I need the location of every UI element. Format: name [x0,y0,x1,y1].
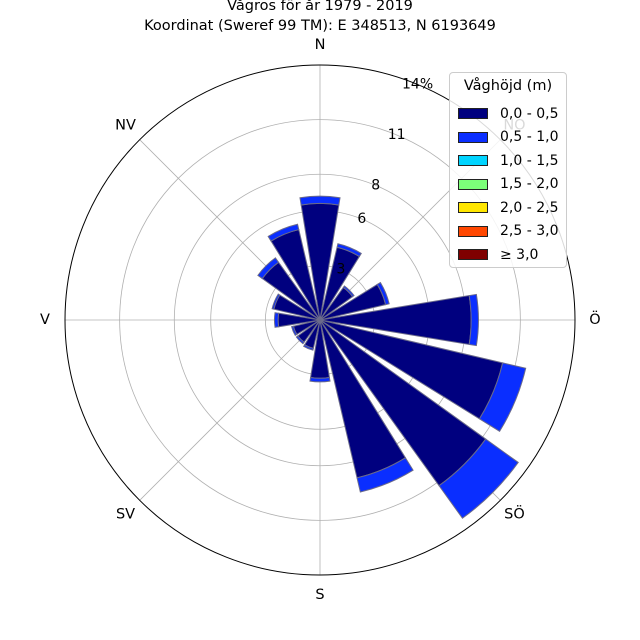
legend-entry: 2,0 - 2,5 [458,199,558,216]
rose-bar-segment [302,344,314,351]
legend: Våghöjd (m) 0,0 - 0,5 0,5 - 1,0 1,0 - 1,5 1… [449,72,567,268]
radial-tick-label: 3 [336,262,345,278]
rose-bar-segment [295,335,305,345]
legend-label: 2,5 - 3,0 [500,223,559,239]
legend-swatch [458,178,488,190]
radial-tick-label: 6 [357,211,366,227]
legend-label: ≥ 3,0 [500,246,539,263]
direction-label: N [315,37,326,53]
direction-label: SV [116,506,135,522]
chart-subtitle: Koordinat (Sweref 99 TM): E 348513, N 61… [144,18,496,34]
direction-label: NV [115,118,136,134]
rose-bars [257,195,527,519]
rose-bar-segment [309,376,331,383]
direction-label: S [315,587,324,603]
rose-bar-segment [438,438,519,519]
grid-spoke [139,319,321,501]
direction-label: SÖ [504,504,525,522]
rose-bar-segment [342,285,355,298]
rose-bar-segment [271,293,281,310]
direction-label: Ö [589,310,600,328]
legend-entry: 1,5 - 2,0 [458,176,558,193]
legend-swatch [458,108,488,119]
chart-title: Vågros för år 1979 - 2019 [227,0,413,14]
radial-tick-label: 14% [402,76,433,92]
polar-frame [64,64,576,576]
rose-bar-segment [468,293,479,347]
rose-bar-segment [376,281,390,306]
radial-tick-label: 11 [388,127,406,143]
legend-entry: 1,0 - 1,5 [458,152,558,169]
legend-swatch [458,225,488,237]
legend-swatch [458,155,488,166]
legend-swatch [458,131,488,143]
rose-bar-segment [267,223,300,242]
rose-bar-segment [336,243,362,258]
legend-entry: 0,5 - 1,0 [458,129,558,146]
rose-bar-segment [356,457,414,493]
rose-bar-segment [257,257,280,280]
radial-tick-label: 8 [371,177,380,193]
rose-bar-segment [299,195,341,206]
legend-entry: ≥ 3,0 [458,246,538,263]
legend-label: 1,0 - 1,5 [500,152,559,169]
rose-bar-segment [273,312,280,328]
legend-entry: 0,0 - 0,5 [458,105,558,122]
legend-swatch [458,249,488,260]
legend-entry: 2,5 - 3,0 [458,223,558,240]
rose-bar-segment [478,362,527,433]
legend-swatch [458,202,488,213]
legend-title: Våghöjd (m) [463,78,553,94]
legend-label: 0,0 - 0,5 [500,105,559,122]
direction-label: V [40,312,50,328]
legend-label: 0,5 - 1,0 [500,129,559,145]
rose-bar-segment [291,325,298,337]
legend-label: 1,5 - 2,0 [500,176,559,192]
legend-label: 2,0 - 2,5 [500,199,559,216]
